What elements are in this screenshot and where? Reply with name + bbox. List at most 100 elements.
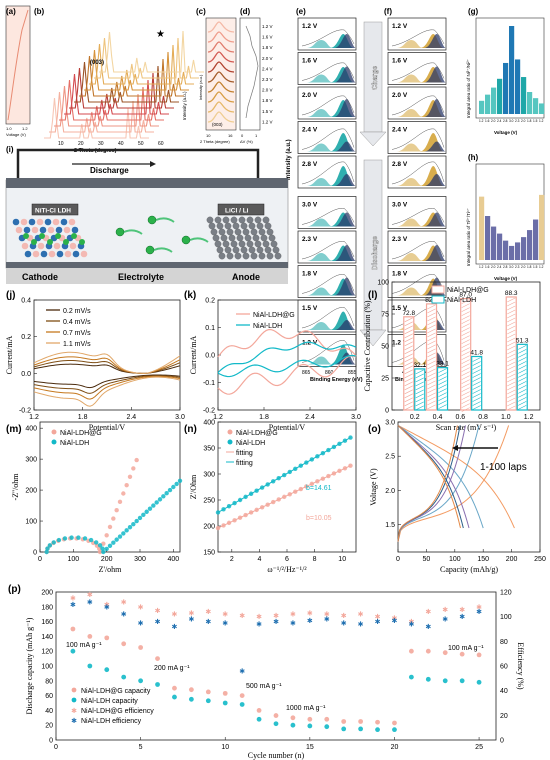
l-hatch bbox=[415, 397, 424, 403]
cathode-atom bbox=[60, 218, 68, 226]
l-hatch bbox=[461, 359, 470, 364]
l-hatch bbox=[404, 349, 413, 355]
ni-ratio-bar-7 bbox=[521, 77, 527, 114]
l-hatch bbox=[427, 316, 436, 322]
m-point-1 bbox=[161, 494, 166, 499]
voltage-label-8: 1.5 V bbox=[262, 109, 273, 114]
p-point-3-0: ✱ bbox=[70, 601, 76, 609]
n-xtick-4: 10 bbox=[338, 556, 346, 563]
p-point-3-24: ✱ bbox=[476, 608, 482, 616]
n-ylabel: Z'/Ohm bbox=[189, 474, 198, 499]
p-point-1-6 bbox=[172, 694, 177, 700]
xps-ni-peak-b-1 bbox=[333, 66, 356, 83]
anode-sphere bbox=[250, 252, 258, 260]
xps-ni-sat-2 bbox=[306, 109, 333, 117]
p-point-3-23: ✱ bbox=[459, 613, 465, 621]
p-ytick-3: 60 bbox=[45, 693, 53, 700]
m-xtick-4: 400 bbox=[167, 556, 179, 563]
l-xlabel: Scan rate (mV s⁻¹) bbox=[436, 423, 497, 432]
voltage-label-0: 1.2 V bbox=[262, 24, 273, 29]
p-point-0-6 bbox=[172, 685, 177, 691]
l-hatch bbox=[427, 352, 436, 358]
p-point-1-11 bbox=[256, 716, 262, 722]
ti-ratio-bars: 1.2 1.6 2.0 2.4 2.8 3.0 2.3 2.0 1.8 1.5 1.2 bbox=[479, 194, 545, 269]
p-point-1-2 bbox=[104, 667, 110, 673]
xps-ni-peak-b-7 bbox=[333, 277, 356, 296]
anode-sphere bbox=[230, 240, 238, 248]
anode-sphere bbox=[248, 246, 256, 254]
l-hatch bbox=[461, 395, 470, 400]
xrd-xtick-2: 30 bbox=[98, 141, 104, 147]
l-hatch bbox=[427, 344, 436, 350]
p-point-2-21: ✱ bbox=[425, 608, 431, 616]
anode-sphere bbox=[274, 252, 282, 260]
n-fit-legend-1: fitting bbox=[236, 460, 253, 467]
l-ytick-1: 25 bbox=[381, 376, 389, 383]
l-hatch bbox=[427, 400, 436, 406]
l-hatch bbox=[518, 345, 527, 350]
p-point-3-13: ✱ bbox=[290, 619, 296, 627]
xps-ti-voltage-4: 2.8 V bbox=[392, 161, 408, 168]
m-point-1 bbox=[167, 487, 173, 493]
p-legend-marker-2: ✱ bbox=[71, 707, 77, 715]
n-xtick-2: 6 bbox=[285, 556, 289, 563]
cathode-li bbox=[79, 239, 85, 245]
l-hatch bbox=[427, 384, 436, 390]
chart-k: 1.2 1.8 2.4 3.0 -0.2 -0.1 0.0 0.1 0.2 (k) Potentia… bbox=[184, 290, 361, 432]
j-ytick-2: 0.2 bbox=[21, 334, 31, 341]
l-hatch bbox=[472, 373, 481, 378]
m-point-1 bbox=[69, 535, 74, 540]
cathode-li bbox=[47, 239, 53, 245]
ni-ratio-bar-9 bbox=[533, 98, 539, 114]
p-point-1-17 bbox=[358, 726, 364, 732]
xps-ti-envelope-5 bbox=[391, 208, 445, 225]
l-hatch bbox=[507, 373, 516, 379]
p-point-1-1 bbox=[87, 663, 93, 669]
p-legend-3: NiAl-LDH efficiency bbox=[81, 718, 142, 725]
xrd-xtick-5: 60 bbox=[158, 141, 164, 147]
n-xtick-3: 8 bbox=[313, 556, 317, 563]
p-y2tick-5: 100 bbox=[500, 614, 512, 621]
panel-letter-f: (f) bbox=[384, 7, 392, 16]
m-point-1 bbox=[137, 515, 143, 521]
l-hatch bbox=[427, 396, 436, 402]
l-hatch bbox=[507, 313, 516, 319]
cathode-atom bbox=[80, 250, 88, 258]
panel-a-tick-2: 1.2 bbox=[22, 126, 28, 131]
p-legend-1: NiAl-LDH capacity bbox=[81, 698, 138, 705]
l-hatch bbox=[427, 348, 436, 354]
p-point-3-9: ✱ bbox=[222, 619, 228, 627]
p-ytick-7: 140 bbox=[41, 634, 53, 641]
k-series-down-1 bbox=[217, 354, 357, 378]
p-point-1-18 bbox=[375, 727, 380, 733]
xps-ti-voltage-0: 1.2 V bbox=[392, 23, 408, 30]
cathode-atom bbox=[36, 218, 44, 226]
l-hatch bbox=[438, 372, 447, 377]
p-y2label: Efficiency (%) bbox=[516, 642, 525, 689]
l-hatch bbox=[427, 328, 436, 334]
l-hatch bbox=[507, 397, 516, 403]
p-point-2-12: ✱ bbox=[273, 612, 279, 620]
panel-letter-h: (h) bbox=[468, 153, 479, 162]
anode-sphere bbox=[250, 228, 258, 236]
xrd-xtick-4: 50 bbox=[138, 141, 144, 147]
xps-e-xlabel: Binding Energy (eV) bbox=[310, 377, 363, 383]
xps-ni-sat-1 bbox=[306, 74, 333, 83]
o-discharge-0 bbox=[397, 424, 515, 529]
m-ytick-3: 300 bbox=[25, 457, 37, 464]
panel-g: (g) 1.2 1.6 2.0 2.4 2.8 3.0 2.3 2.0 1.8 1.5 1.2 In… bbox=[466, 7, 545, 135]
xps-ti-sat-2 bbox=[396, 109, 423, 117]
l-hatch bbox=[461, 303, 470, 308]
p-point-3-7: ✱ bbox=[188, 616, 194, 624]
p-rate-0: 100 mA g⁻¹ bbox=[66, 642, 102, 649]
o-xtick-3: 150 bbox=[477, 556, 489, 563]
p-point-0-8 bbox=[205, 689, 211, 695]
xrd-pattern-10 bbox=[94, 37, 199, 79]
m-xtick-1: 100 bbox=[67, 556, 79, 563]
anode-sphere bbox=[246, 240, 254, 248]
panel-d-tick-2: 1 bbox=[255, 133, 258, 138]
xps-ni-envelope-1 bbox=[301, 62, 355, 81]
l-hatch bbox=[438, 404, 447, 409]
panel-letter-e: (e) bbox=[296, 7, 306, 16]
p-point-0-0 bbox=[70, 626, 76, 632]
